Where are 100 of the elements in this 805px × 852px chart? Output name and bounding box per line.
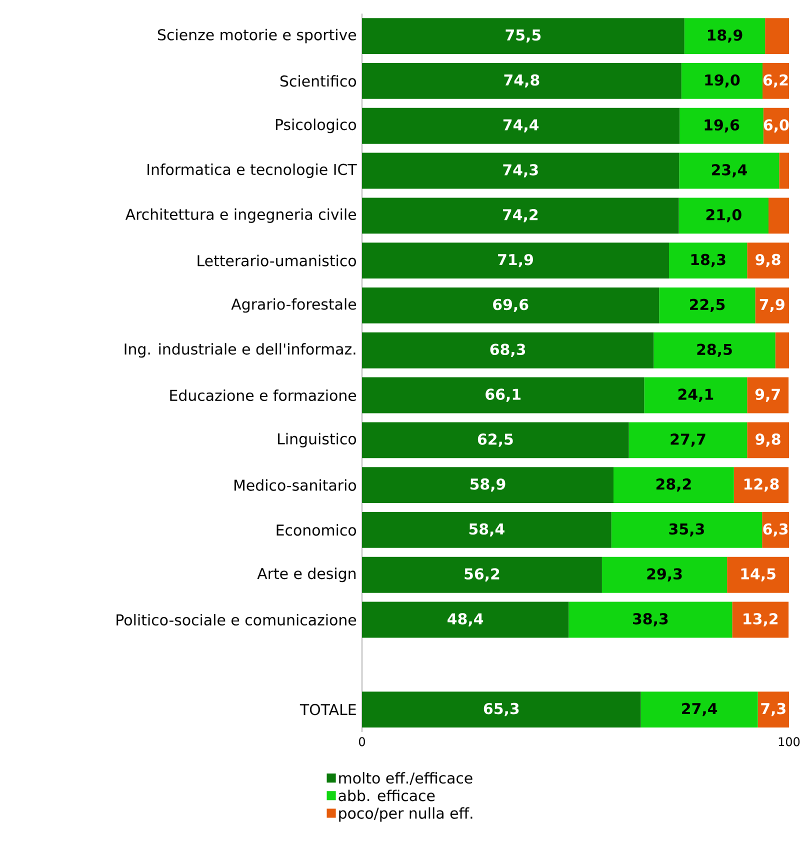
data-label: 24,1 xyxy=(678,388,713,402)
data-label: 48,4 xyxy=(447,613,483,626)
data-label: 9,8 xyxy=(755,254,780,268)
data-label: 69,6 xyxy=(492,298,528,312)
bar xyxy=(362,556,602,593)
bar xyxy=(755,287,789,324)
y-tick-label: Educazione e formazione xyxy=(170,389,356,402)
y-tick-label: Letterario-umanistico xyxy=(198,254,356,266)
data-label: 28,5 xyxy=(697,344,732,357)
data-label: 35,3 xyxy=(669,523,704,537)
data-label: 13,2 xyxy=(743,613,778,626)
bar xyxy=(611,512,762,548)
bar xyxy=(734,467,788,504)
bar xyxy=(678,198,768,234)
y-tick-label: Politico-sociale e comunicazione xyxy=(116,614,356,626)
bar xyxy=(681,63,762,99)
bar xyxy=(679,108,764,144)
data-label: 66,1 xyxy=(485,388,520,402)
data-label: 14,5 xyxy=(741,568,776,582)
bar xyxy=(768,198,789,234)
data-label: 6,0 xyxy=(764,119,789,132)
bar xyxy=(602,556,727,593)
data-label: 23,4 xyxy=(712,164,747,178)
x-tick-label: 0 xyxy=(358,737,365,746)
data-label: 75,5 xyxy=(506,30,540,43)
bar xyxy=(362,467,614,504)
bar xyxy=(362,602,568,638)
data-label: 6,3 xyxy=(763,523,788,537)
data-label: 74,2 xyxy=(502,209,538,222)
data-label: 9,8 xyxy=(755,434,780,447)
data-label: 38,3 xyxy=(632,613,668,626)
data-label: 74,4 xyxy=(503,119,538,132)
bar xyxy=(362,242,669,279)
bar xyxy=(653,332,776,368)
data-label: 28,2 xyxy=(656,478,691,492)
data-label: 7,3 xyxy=(760,702,786,716)
y-tick-label: Economico xyxy=(276,524,356,536)
y-tick-label: Medico-sanitario xyxy=(234,479,356,491)
bar xyxy=(679,152,779,189)
bar xyxy=(640,692,758,728)
legend-label: poco/per nulla eff. xyxy=(338,807,472,822)
data-label: 18,3 xyxy=(691,254,726,268)
bar xyxy=(778,152,789,189)
data-label: 27,4 xyxy=(682,702,717,716)
bar xyxy=(362,512,612,548)
bar xyxy=(362,422,629,458)
data-label: 65,3 xyxy=(484,702,518,716)
y-tick-label: Scienze motorie e sportive xyxy=(158,28,356,44)
x-tick-label: 100 xyxy=(778,737,800,746)
legend-label: molto eff./efficace xyxy=(338,772,472,785)
y-tick-label: Linguistico xyxy=(278,432,356,448)
bar xyxy=(362,332,654,368)
y-tick-label: Agrario-forestale xyxy=(231,298,356,313)
bar xyxy=(362,198,679,234)
bar xyxy=(362,152,680,189)
y-tick-label: Arte e design xyxy=(257,568,356,582)
bar xyxy=(726,556,789,593)
data-label: 62,5 xyxy=(478,434,513,447)
data-label: 19,6 xyxy=(704,119,739,132)
bar xyxy=(668,242,747,279)
bar xyxy=(568,602,732,638)
data-label: 7,9 xyxy=(760,298,784,312)
data-label: 58,4 xyxy=(469,523,504,537)
bar xyxy=(746,422,789,458)
data-label: 74,3 xyxy=(503,164,538,178)
bar xyxy=(746,242,789,279)
bar xyxy=(732,602,788,638)
y-tick-label: TOTALE xyxy=(300,704,356,716)
data-label: 19,0 xyxy=(705,74,740,88)
data-label: 12,8 xyxy=(744,478,779,492)
bar xyxy=(628,422,747,458)
bar xyxy=(659,287,756,324)
bar xyxy=(758,692,789,728)
data-label: 22,5 xyxy=(690,298,724,312)
data-label: 58,9 xyxy=(470,478,506,492)
bar xyxy=(684,18,765,54)
data-label: 18,9 xyxy=(708,29,742,43)
bar xyxy=(362,108,680,144)
bar xyxy=(613,467,734,504)
bar xyxy=(746,377,788,414)
y-tick-label: Scientifico xyxy=(280,75,356,87)
bar xyxy=(764,18,789,54)
bar xyxy=(362,287,659,324)
data-label: 6,2 xyxy=(763,74,788,88)
data-label: 27,7 xyxy=(670,434,706,447)
data-label: 9,7 xyxy=(755,388,780,402)
data-label: 21,0 xyxy=(706,209,742,222)
data-label: 71,9 xyxy=(498,254,533,268)
data-label: 74,8 xyxy=(504,74,540,88)
bar xyxy=(362,377,644,414)
y-tick-label: Architettura e ingegneria civile xyxy=(125,208,356,223)
bar xyxy=(362,63,682,99)
bar xyxy=(644,377,747,414)
bar xyxy=(362,692,641,728)
data-label: 56,2 xyxy=(464,568,499,582)
data-label: 68,3 xyxy=(490,344,525,357)
y-tick-label: Psicologico xyxy=(276,118,356,134)
bar xyxy=(775,332,789,368)
data-label: 29,3 xyxy=(647,568,682,582)
bar xyxy=(362,18,684,54)
